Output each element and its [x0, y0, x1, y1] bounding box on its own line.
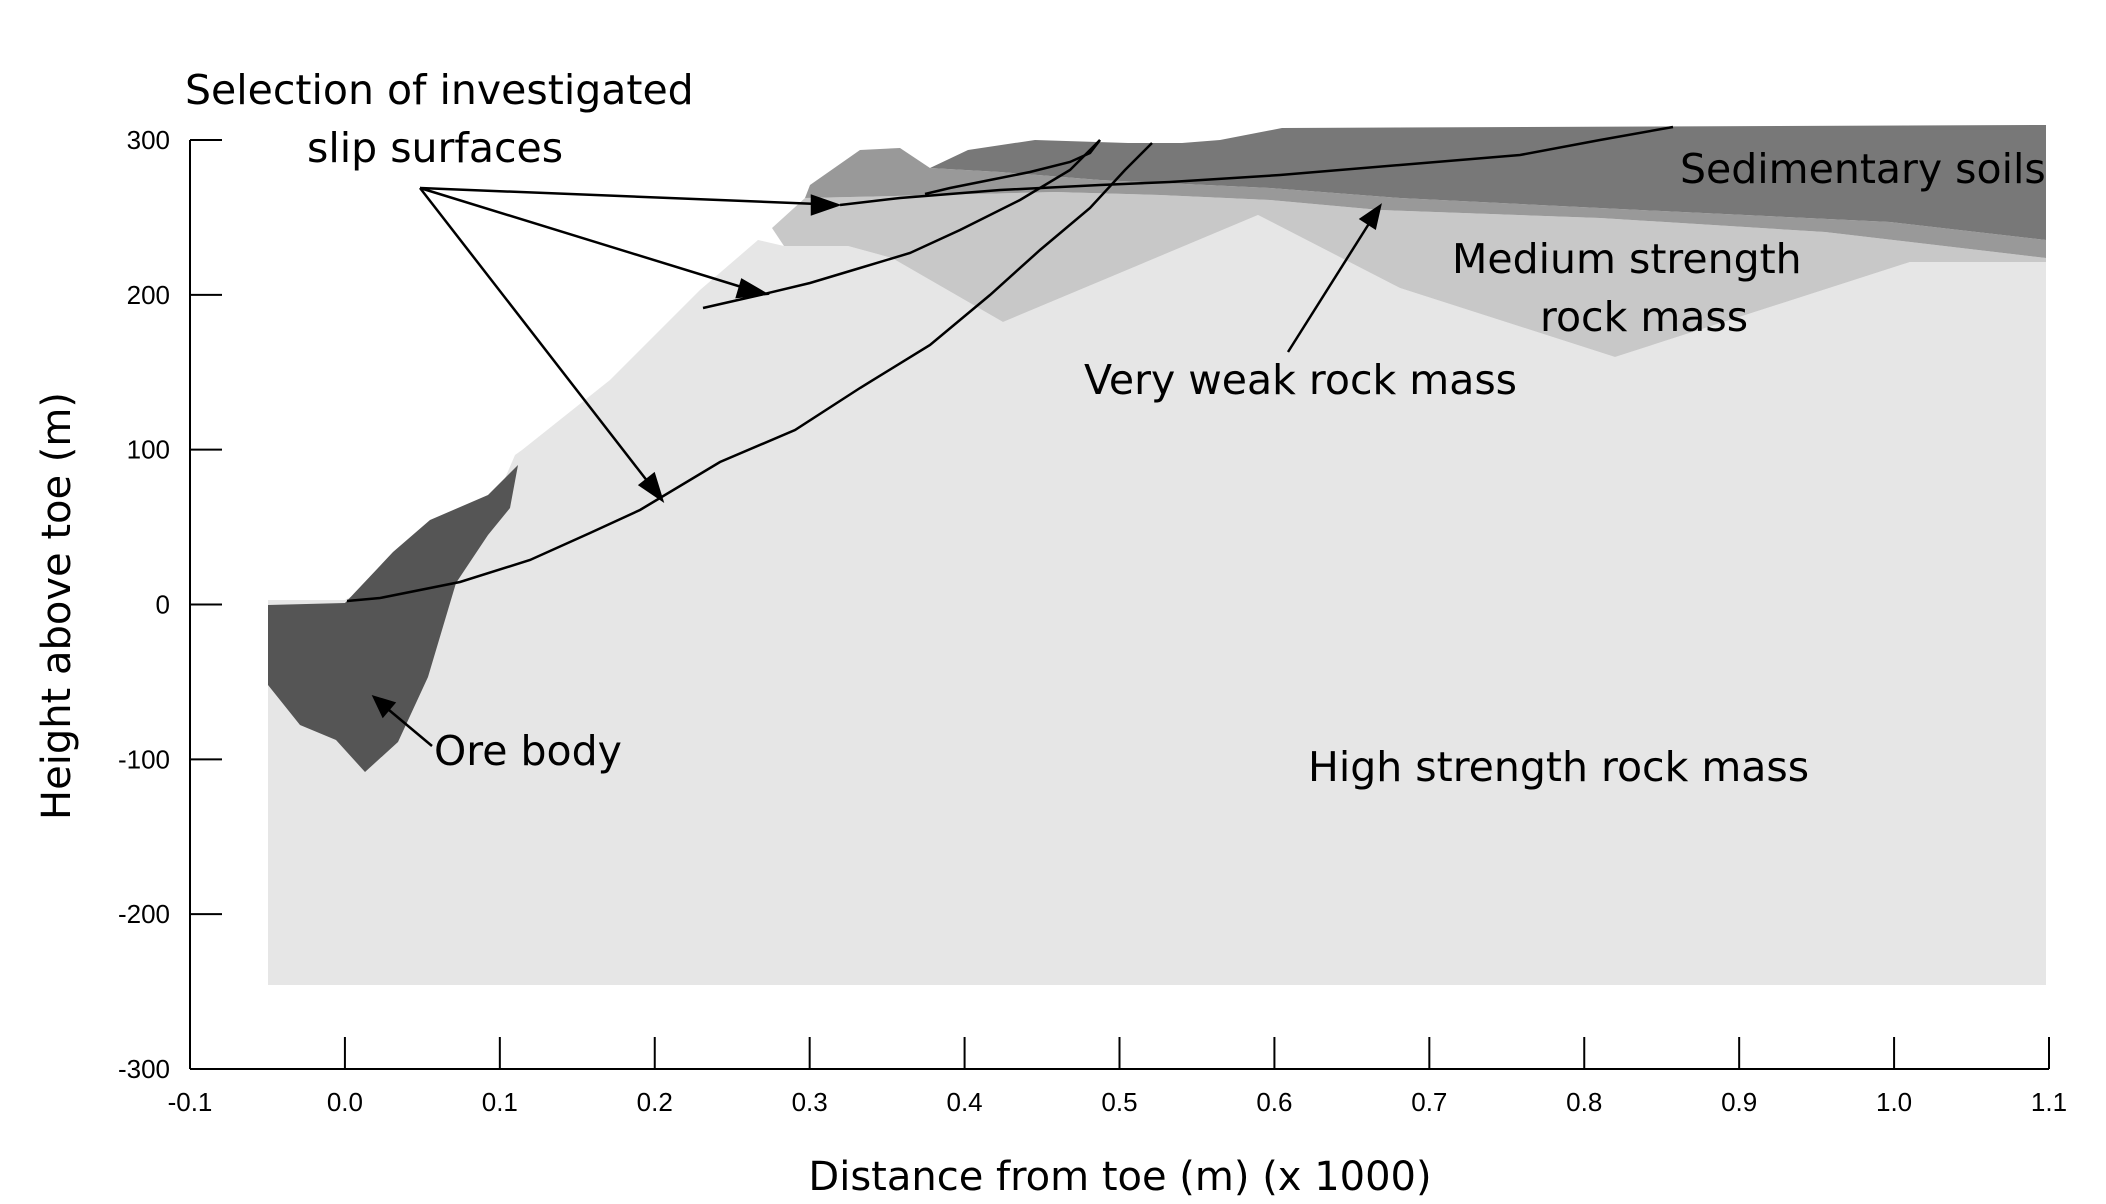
x-tick-label: 0.8: [1566, 1087, 1602, 1117]
arrow-to-deep-surface-line: [419, 187, 649, 483]
y-tick-label: 300: [127, 125, 170, 155]
medium-strength-rock-mass-zone: [772, 192, 2046, 357]
y-tick-label: -200: [118, 899, 170, 929]
x-tick-label: 1.0: [1876, 1087, 1912, 1117]
arrow-to-intermediate-surface-line: [419, 186, 749, 291]
x-ticks: -0.1 0.0 0.1 0.2 0.3 0.4 0.5 0.6 0.7 0.8 0.9 1.0 1.1: [168, 1037, 2067, 1117]
y-tick-label: -100: [118, 744, 170, 774]
arrow-to-deep-surface-head: [637, 471, 665, 504]
x-tick-label: 0.9: [1721, 1087, 1757, 1117]
very-weak-rock-mass-label: Very weak rock mass: [1084, 356, 1517, 404]
x-tick-label: 0.7: [1411, 1087, 1447, 1117]
slip-surfaces: [346, 125, 1674, 603]
medium-strength-label-line1: Medium strength: [1452, 235, 1802, 283]
shallow-slip-surface: [839, 125, 1674, 207]
arrow-to-ore-body-head: [371, 694, 397, 719]
deep-slip-surface: [346, 142, 1153, 603]
y-ticks: -300 -200 -100 0 100 200 300: [118, 125, 222, 1084]
labels: Selection of investigated slip surfaces …: [34, 66, 2046, 1200]
surface-connector-line: [924, 139, 1101, 196]
x-tick-label: 0.6: [1256, 1087, 1292, 1117]
x-tick-label: -0.1: [168, 1087, 213, 1117]
ore-body-zone: [268, 465, 518, 772]
y-tick-label: -300: [118, 1054, 170, 1084]
y-tick-label: 200: [127, 280, 170, 310]
x-tick-label: 0.5: [1101, 1087, 1137, 1117]
ore-body-label: Ore body: [434, 727, 622, 775]
y-tick-label: 0: [156, 590, 170, 620]
x-tick-label: 1.1: [2031, 1087, 2067, 1117]
arrow-to-shallow-surface-line: [419, 186, 819, 206]
x-tick-label: 0.0: [327, 1087, 363, 1117]
material-zones: [268, 125, 2046, 985]
intermediate-slip-surface: [702, 139, 1101, 310]
annotation-arrows: [371, 186, 1382, 747]
medium-strength-label-line2: rock mass: [1540, 293, 1748, 341]
high-strength-rock-mass-label: High strength rock mass: [1308, 743, 1809, 791]
x-tick-label: 0.4: [947, 1087, 983, 1117]
sedimentary-soils-label: Sedimentary soils: [1680, 145, 2046, 193]
x-tick-label: 0.2: [637, 1087, 673, 1117]
arrow-to-shallow-surface-head: [810, 194, 842, 216]
y-tick-label: 100: [127, 435, 170, 465]
arrow-to-ore-body-line: [388, 709, 433, 747]
x-tick-label: 0.3: [792, 1087, 828, 1117]
x-axis-title: Distance from toe (m) (x 1000): [808, 1154, 1431, 1200]
sedimentary-soils-zone: [930, 125, 2046, 240]
slip-surfaces-label-line1: Selection of investigated: [185, 66, 694, 114]
high-strength-rock-mass-zone: [268, 215, 2046, 985]
y-axis-title: Height above toe (m): [34, 392, 80, 820]
arrow-to-very-weak-line: [1286, 221, 1372, 353]
arrow-to-intermediate-surface-head: [735, 278, 770, 299]
slip-surfaces-label-line2: slip surfaces: [307, 124, 563, 172]
very-weak-rock-mass-zone: [805, 148, 2046, 258]
arrow-to-very-weak-head: [1358, 203, 1382, 231]
x-tick-label: 0.1: [482, 1087, 518, 1117]
